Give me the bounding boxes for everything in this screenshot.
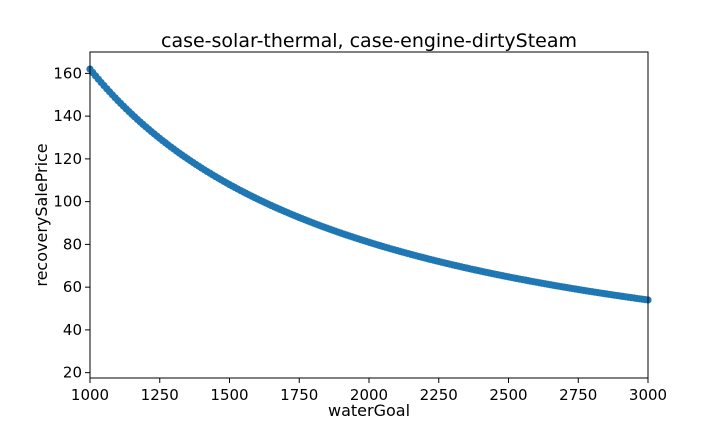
y-tick-label: 120 (53, 150, 82, 168)
y-axis-label: recoverySalePrice (32, 143, 51, 286)
y-axis: 20 40 60 80 100 120 140 160 (53, 64, 90, 382)
data-points (86, 65, 652, 304)
x-tick-label: 3000 (629, 386, 667, 404)
y-tick-label: 160 (53, 64, 82, 82)
plot-frame (89, 51, 649, 379)
chart-title: case-solar-thermal, case-engine-dirtySte… (161, 30, 577, 52)
x-axis-label: waterGoal (328, 401, 410, 420)
x-tick-label: 2000 (350, 386, 388, 404)
x-tick-label: 2250 (420, 386, 458, 404)
y-tick-label: 60 (63, 278, 82, 296)
x-tick-label: 1750 (280, 386, 318, 404)
x-tick-label: 1500 (210, 386, 248, 404)
x-tick-label: 1250 (141, 386, 179, 404)
x-tick-label: 1000 (71, 386, 109, 404)
x-axis: 1000 1250 1500 1750 2000 2250 2500 2750 3000 (71, 378, 667, 404)
y-tick-label: 40 (63, 321, 82, 339)
y-tick-label: 20 (63, 364, 82, 382)
y-tick-label: 100 (53, 193, 82, 211)
y-tick-label: 80 (63, 235, 82, 253)
x-tick-label: 2500 (489, 386, 527, 404)
x-tick-label: 2750 (559, 386, 597, 404)
y-tick-label: 140 (53, 107, 82, 125)
